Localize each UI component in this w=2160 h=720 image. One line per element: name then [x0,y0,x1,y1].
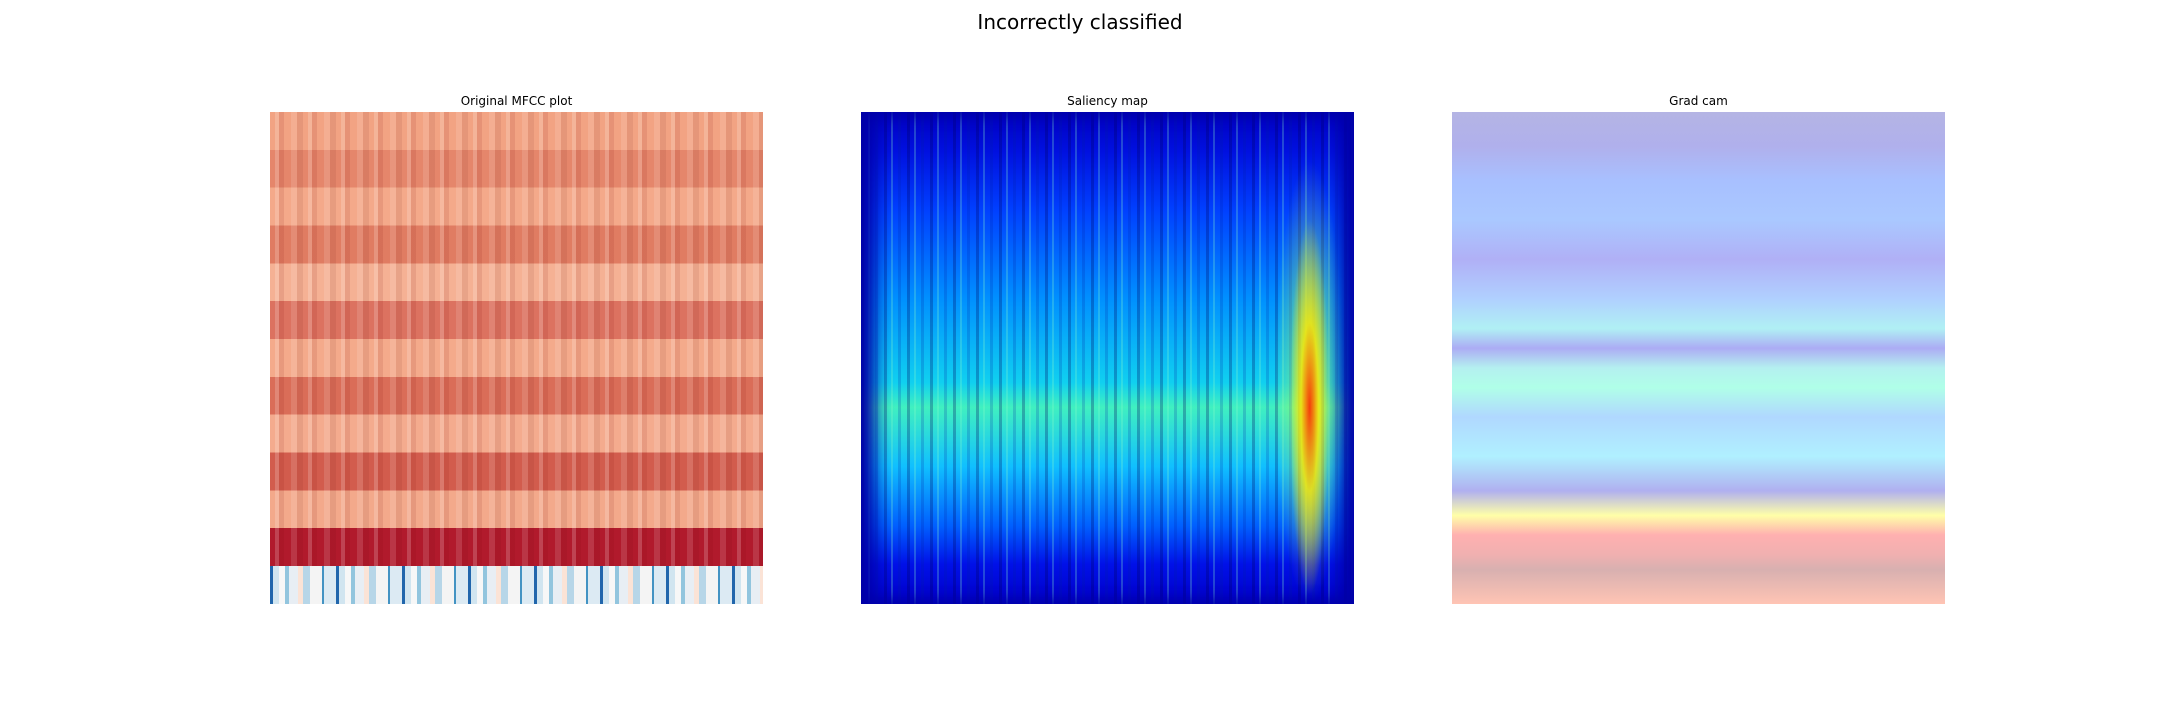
mfcc-row [270,566,763,604]
saliency-image [861,112,1354,604]
mfcc-image [270,112,763,604]
figure-title: Incorrectly classified [977,10,1183,34]
panel-title: Grad cam [1669,94,1728,108]
panel-title: Original MFCC plot [460,94,573,108]
gradcam-image [1452,112,1945,604]
panel-title: Saliency map [1067,94,1148,108]
